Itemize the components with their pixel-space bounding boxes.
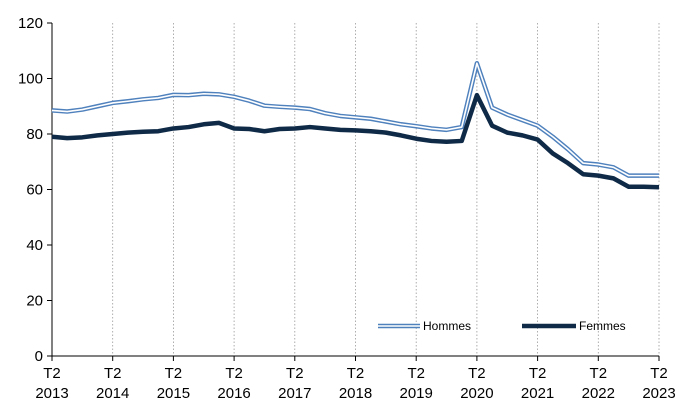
y-tick-label: 80 (26, 126, 43, 143)
x-tick-year-label: 2015 (157, 385, 190, 402)
x-tick-year-label: 2020 (460, 385, 493, 402)
y-axis-tick-labels: 0 20 40 60 80 100 120 (18, 15, 43, 365)
x-tick-year-label: 2022 (582, 385, 615, 402)
legend-label-hommes: Hommes (423, 319, 471, 333)
legend: Hommes Femmes (378, 319, 626, 333)
x-tick-quarter-label: T2 (590, 365, 608, 382)
x-tick-quarter-label: T2 (407, 365, 425, 382)
y-tick-label: 20 (26, 293, 43, 310)
series-line-femmes (51, 92, 660, 190)
y-tick-label: 40 (26, 237, 43, 254)
x-tick-year-label: 2014 (96, 385, 129, 402)
y-tick-label: 60 (26, 182, 43, 199)
x-tick-quarter-label: T2 (104, 365, 122, 382)
x-tick-quarter-label: T2 (650, 365, 668, 382)
x-tick-quarter-label: T2 (468, 365, 486, 382)
x-tick-year-label: 2018 (339, 385, 372, 402)
x-tick-year-label: 2021 (521, 385, 554, 402)
x-tick-quarter-label: T2 (43, 365, 61, 382)
y-tick-label: 100 (18, 71, 43, 88)
x-tick-quarter-label: T2 (165, 365, 183, 382)
x-tick-quarter-label: T2 (347, 365, 365, 382)
y-tick-label: 120 (18, 15, 43, 32)
series-line-hommes-inner (51, 62, 659, 177)
x-tick-quarter-label: T2 (529, 365, 547, 382)
x-tick-year-label: 2019 (400, 385, 433, 402)
x-tick-year-label: 2023 (642, 385, 675, 402)
y-tick-label: 0 (35, 348, 43, 365)
legend-label-femmes: Femmes (579, 319, 626, 333)
series-lines (51, 60, 660, 190)
x-tick-year-label: 2013 (35, 385, 68, 402)
x-tick-year-label: 2016 (217, 385, 250, 402)
x-tick-year-label: 2017 (278, 385, 311, 402)
x-axis-tick-labels: T2 2013 T2 2014 T2 2015 T2 2016 T2 2017 T2 2018 T2 20… (35, 365, 675, 402)
x-tick-quarter-label: T2 (286, 365, 304, 382)
vertical-gridlines (112, 23, 660, 356)
axes (47, 22, 660, 361)
x-tick-quarter-label: T2 (225, 365, 243, 382)
